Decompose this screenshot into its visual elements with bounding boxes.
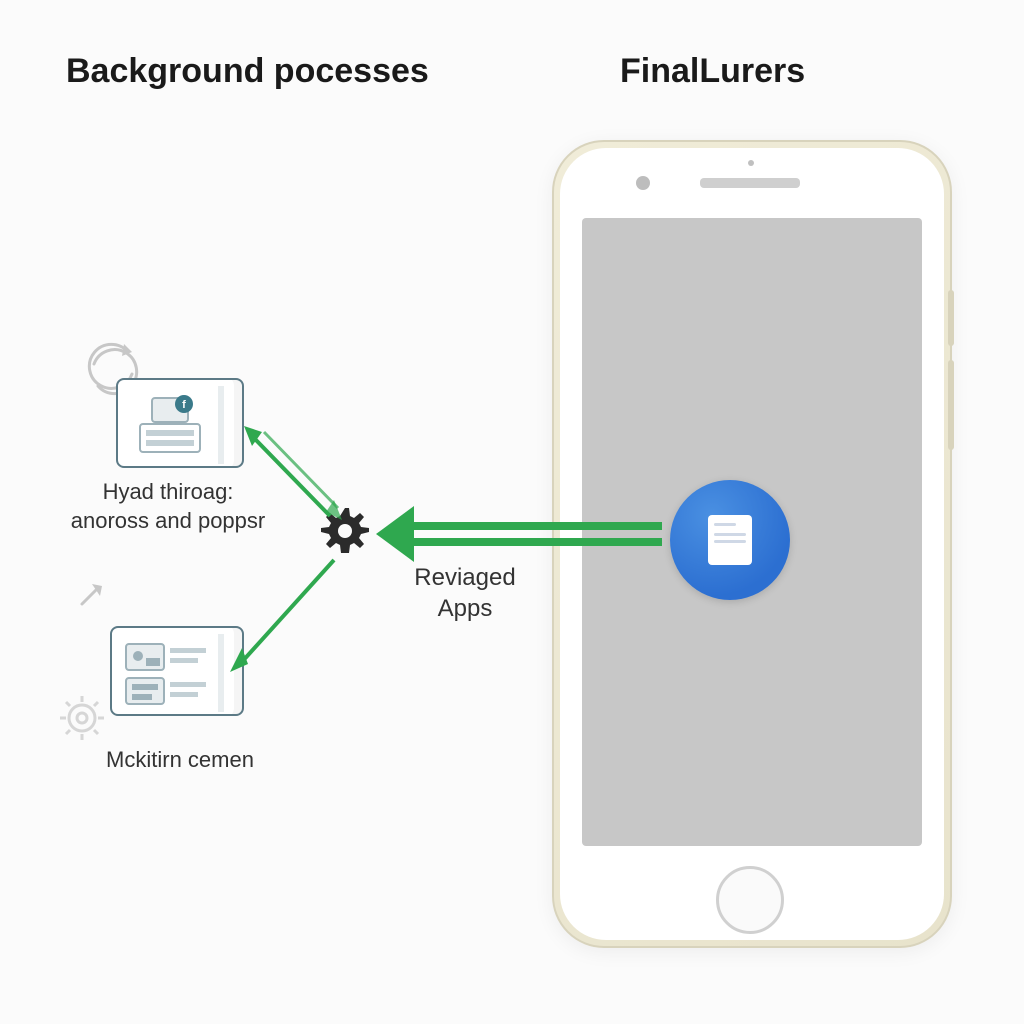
phone-home-button: [716, 866, 784, 934]
card-top-graphic: f: [118, 380, 246, 470]
heading-right: FinalLurers: [620, 52, 805, 91]
phone-side-button: [948, 360, 954, 450]
main-arrow: [370, 498, 670, 570]
app-icon-circle: [670, 480, 790, 600]
small-arrow-decoration-icon: [72, 574, 112, 614]
arrow-label-line1: Reviaged: [414, 564, 515, 591]
document-icon: [708, 515, 752, 565]
card-top-label-line1: Hyad thiroag:: [103, 479, 234, 504]
arrow-to-card-top: [230, 412, 350, 532]
phone-side-button: [948, 290, 954, 346]
gear-decoration-icon: [52, 688, 112, 748]
phone-camera-icon: [636, 176, 650, 190]
arrow-label-line2: Apps: [438, 595, 493, 622]
arrow-label: Reviaged Apps: [395, 562, 535, 624]
phone-sensor-dot: [748, 160, 754, 166]
card-bottom-label: Mckitirn cemen: [80, 746, 280, 775]
phone-speaker: [700, 178, 800, 188]
process-card-top: f: [116, 378, 244, 468]
heading-left: Background pocesses: [66, 52, 429, 91]
arrow-to-card-bottom: [212, 548, 352, 688]
svg-text:f: f: [182, 399, 186, 411]
